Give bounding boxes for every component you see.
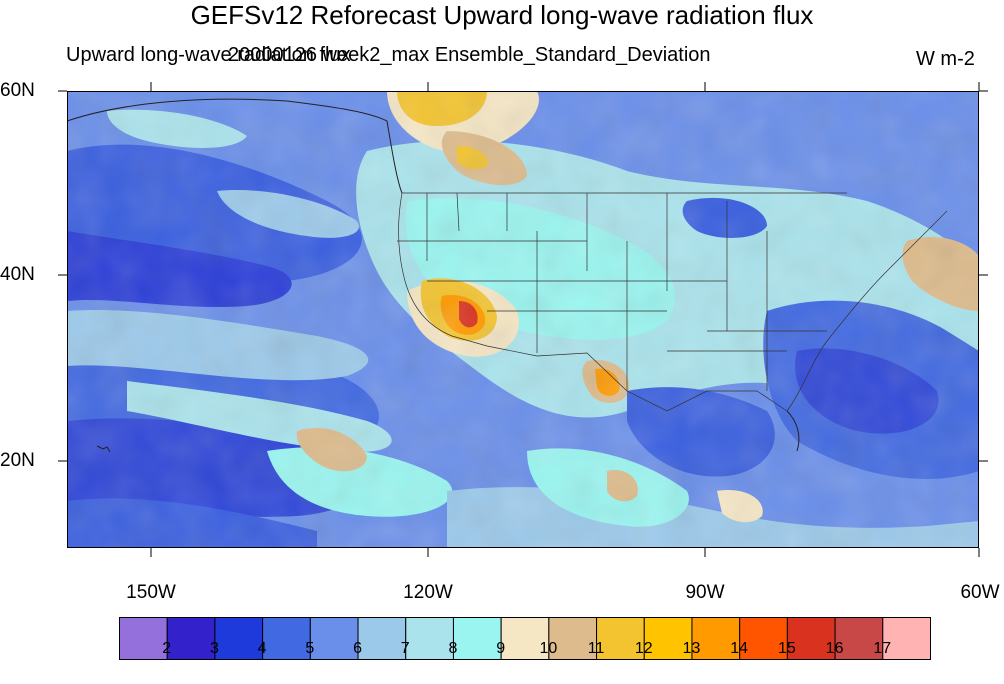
colorbar-label: 8	[448, 640, 458, 657]
colorbar-swatch	[882, 617, 931, 660]
colorbar-swatch	[166, 617, 216, 660]
lon-label-60w: 60W	[960, 582, 1000, 603]
date-subtitle: 20000126 week2_max Ensemble_Standard_Dev…	[228, 44, 711, 66]
colorbar-label: 13	[682, 640, 701, 657]
colorbar-label: 7	[400, 640, 410, 657]
colorbar-label: 14	[730, 640, 749, 657]
variable-subtitle: Upward long-wave radiation flux	[66, 44, 351, 66]
colorbar-swatch	[405, 617, 454, 660]
colorbar-swatch	[119, 617, 168, 660]
colorbar-label: 3	[209, 640, 219, 657]
colorbar-label: 11	[587, 640, 605, 657]
colorbar-label: 5	[305, 640, 315, 657]
colorbar-swatch	[357, 617, 407, 660]
colorbar	[119, 617, 931, 660]
colorbar-swatch	[643, 617, 693, 660]
plot-title: GEFSv12 Reforecast Upward long-wave radi…	[190, 0, 814, 30]
colorbar-swatch	[548, 617, 598, 660]
colorbar-swatch	[691, 617, 741, 660]
colorbar-label: 17	[873, 640, 892, 657]
colorbar-label: 9	[496, 640, 506, 657]
lat-label-20n: 20N	[0, 450, 35, 471]
colorbar-label: 12	[634, 640, 653, 657]
lat-label-40n: 40N	[0, 264, 35, 285]
colorbar-label: 16	[825, 640, 844, 657]
std-dev-field	[67, 91, 979, 548]
colorbar-swatch	[739, 617, 788, 660]
colorbar-swatch	[309, 617, 359, 660]
colorbar-swatch	[834, 617, 884, 660]
lat-label-60n: 60N	[0, 80, 35, 101]
units-label: W m-2	[916, 48, 975, 70]
lon-label-120w: 120W	[403, 582, 453, 603]
lon-label-150w: 150W	[126, 582, 176, 603]
colorbar-label: 10	[539, 640, 558, 657]
colorbar-swatch	[214, 617, 264, 660]
map-panel	[67, 91, 979, 548]
coastlines	[67, 98, 800, 453]
colorbar-label: 2	[162, 640, 172, 657]
state-boundaries	[397, 192, 948, 412]
colorbar-label: 4	[257, 640, 267, 657]
colorbar-swatch	[262, 617, 311, 660]
map-border	[67, 91, 979, 548]
colorbar-label: 6	[353, 640, 362, 657]
colorbar-swatch	[452, 617, 502, 660]
lon-label-90w: 90W	[685, 582, 725, 603]
colorbar-label: 15	[777, 640, 796, 657]
colorbar-swatch	[500, 617, 550, 660]
